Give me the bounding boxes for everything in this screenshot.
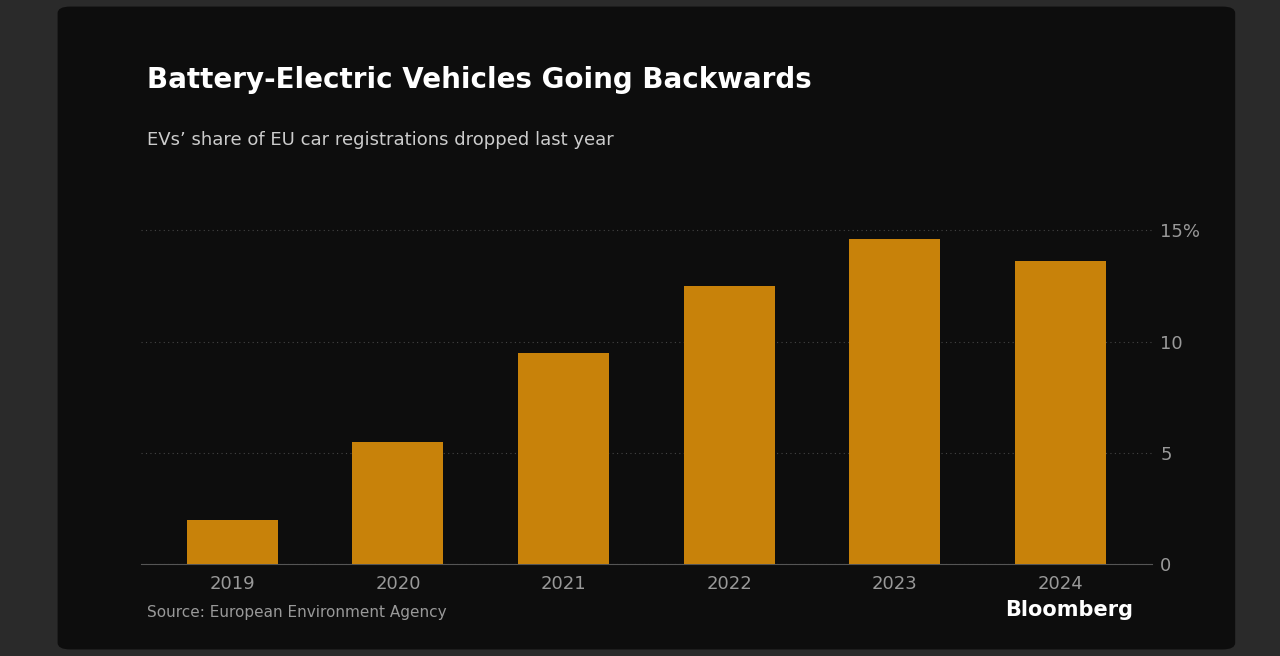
FancyBboxPatch shape bbox=[58, 7, 1235, 649]
Bar bbox=[352, 441, 443, 564]
Bar bbox=[850, 239, 941, 564]
Bar bbox=[518, 353, 609, 564]
Text: EVs’ share of EU car registrations dropped last year: EVs’ share of EU car registrations dropp… bbox=[147, 131, 614, 149]
Text: Battery-Electric Vehicles Going Backwards: Battery-Electric Vehicles Going Backward… bbox=[147, 66, 812, 94]
Bar bbox=[1015, 261, 1106, 564]
Text: Bloomberg: Bloomberg bbox=[1005, 600, 1133, 620]
Bar bbox=[684, 286, 774, 564]
Bar bbox=[187, 520, 278, 564]
Text: Source: European Environment Agency: Source: European Environment Agency bbox=[147, 605, 447, 620]
